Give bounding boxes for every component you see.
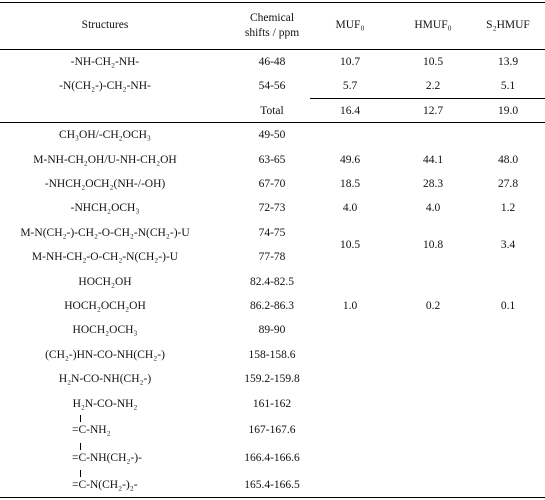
structure: HOCH₂OCH₂OH bbox=[64, 300, 146, 312]
rule bbox=[0, 497, 545, 498]
value: 4.0 bbox=[342, 202, 358, 215]
bond bbox=[80, 415, 81, 422]
shift: 165.4-166.5 bbox=[244, 479, 300, 491]
structure: =C-NH(CH₂-)- bbox=[72, 451, 142, 464]
value: 27.8 bbox=[497, 178, 519, 190]
structure: -NHCH₂OCH₃ bbox=[70, 202, 140, 215]
shift: 89-90 bbox=[258, 324, 286, 337]
value: 28.3 bbox=[422, 178, 444, 190]
structure: =C-N(CH₂-)₂- bbox=[72, 479, 138, 491]
value: 18.5 bbox=[339, 178, 361, 190]
shift: 77-78 bbox=[258, 251, 286, 264]
shift: 82.4-82.5 bbox=[249, 275, 295, 288]
shift: Total bbox=[260, 104, 284, 117]
rule bbox=[0, 49, 545, 50]
value: 1.2 bbox=[500, 202, 516, 215]
value: 5.7 bbox=[342, 80, 358, 93]
value: 0.1 bbox=[500, 300, 516, 312]
structure: -NHCH₂OCH₂(NH-/-OH) bbox=[44, 178, 166, 190]
shift: 158-158.6 bbox=[248, 348, 296, 361]
structure: -NH-CH₂-NH- bbox=[70, 56, 140, 68]
structure: HOCH₂OCH₃ bbox=[72, 324, 138, 337]
rule bbox=[0, 122, 545, 123]
structure: H₂N-CO-NH(CH₂-) bbox=[58, 373, 152, 386]
structure: =C-NH₂ bbox=[72, 424, 111, 436]
value: 1.0 bbox=[342, 300, 358, 312]
value: 16.4 bbox=[339, 104, 361, 117]
shift: 167-167.6 bbox=[248, 424, 296, 436]
shift: 86.2-86.3 bbox=[249, 300, 295, 312]
value: 0.2 bbox=[425, 300, 441, 312]
value: 2.2 bbox=[425, 80, 441, 93]
structure: M-NH-CH₂OH/U-NH-CH₂OH bbox=[33, 153, 177, 166]
header-cell: shifts / ppm bbox=[244, 27, 300, 39]
value: 48.0 bbox=[497, 153, 519, 166]
structure: M-NH-CH₂-O-CH₂-N(CH₂-)-U bbox=[31, 251, 179, 264]
structure: HOCH₂OH bbox=[78, 275, 132, 288]
structure: CH₃OH/-CH₂OCH₃ bbox=[59, 129, 151, 142]
header-cell: S₂HMUF bbox=[486, 19, 530, 31]
header-cell: Structures bbox=[81, 19, 129, 31]
value: 44.1 bbox=[422, 153, 444, 166]
value: 5.1 bbox=[500, 80, 516, 93]
shift: 159.2-159.8 bbox=[244, 373, 300, 386]
bond bbox=[80, 470, 81, 477]
value: 19.0 bbox=[497, 104, 519, 117]
structure: (CH₂-)HN-CO-NH(CH₂-) bbox=[45, 348, 165, 361]
value: 3.4 bbox=[500, 239, 516, 251]
shift: 46-48 bbox=[258, 56, 286, 68]
structure: -N(CH₂-)-CH₂-NH- bbox=[59, 80, 151, 93]
value: 49.6 bbox=[339, 153, 361, 166]
value: 10.8 bbox=[422, 239, 444, 251]
header-cell: HMUF₀ bbox=[414, 19, 452, 31]
rule bbox=[0, 2, 545, 3]
value: 10.5 bbox=[422, 56, 444, 68]
structure: M-N(CH₂-)-CH₂-O-CH₂-N(CH₂-)-U bbox=[20, 226, 190, 239]
bond bbox=[80, 442, 81, 450]
value: 4.0 bbox=[425, 202, 441, 215]
shift: 63-65 bbox=[258, 153, 286, 166]
header-cell: MUF₀ bbox=[335, 19, 365, 31]
shift: 49-50 bbox=[258, 129, 286, 142]
shift: 161-162 bbox=[252, 397, 292, 410]
value: 13.9 bbox=[497, 56, 519, 68]
shift: 72-73 bbox=[258, 202, 286, 215]
structure: H₂N-CO-NH₂ bbox=[72, 397, 138, 410]
value: 12.7 bbox=[422, 104, 444, 117]
shift: 166.4-166.6 bbox=[244, 451, 300, 464]
rule bbox=[310, 98, 545, 99]
shift: 67-70 bbox=[258, 178, 286, 190]
shift: 54-56 bbox=[258, 80, 286, 93]
shift: 74-75 bbox=[258, 226, 286, 239]
value: 10.5 bbox=[339, 239, 361, 251]
value: 10.7 bbox=[339, 56, 361, 68]
header-cell: Chemical bbox=[249, 12, 295, 24]
